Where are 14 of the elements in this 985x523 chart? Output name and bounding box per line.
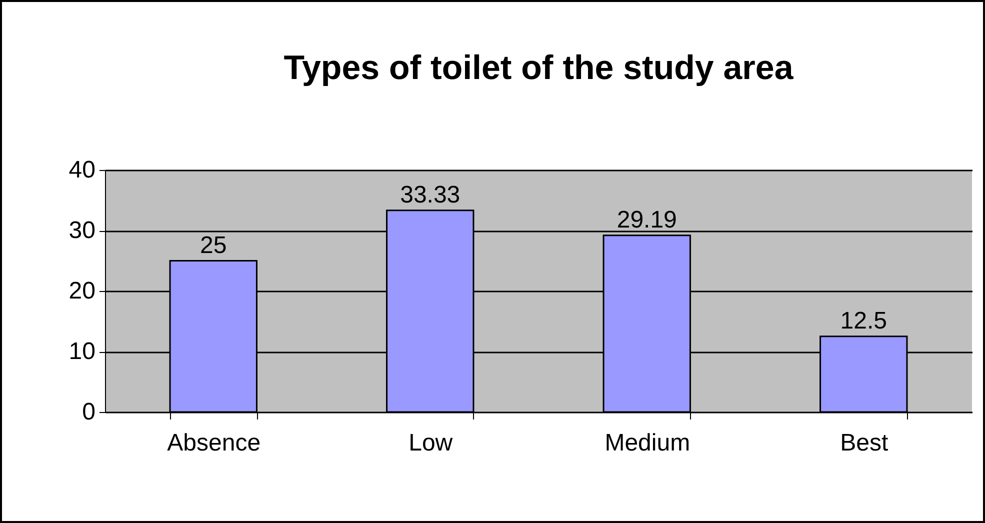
x-tick-label: Low xyxy=(408,430,454,456)
y-tick-label: 0 xyxy=(82,398,96,426)
y-tick-label: 30 xyxy=(68,217,96,244)
x-tick-label: Medium xyxy=(604,430,690,456)
y-tick-label: 10 xyxy=(68,338,96,365)
data-label: 25 xyxy=(200,232,227,259)
data-label: 33.33 xyxy=(400,181,460,208)
chart-title: Types of toilet of the study area xyxy=(284,49,794,87)
x-tick-label: Best xyxy=(840,430,888,456)
x-tick-label: Absence xyxy=(167,430,261,456)
y-tick-label: 40 xyxy=(68,156,96,184)
y-tick-label: 20 xyxy=(68,278,96,304)
data-label: 12.5 xyxy=(840,307,887,334)
data-label: 29.19 xyxy=(616,206,677,234)
